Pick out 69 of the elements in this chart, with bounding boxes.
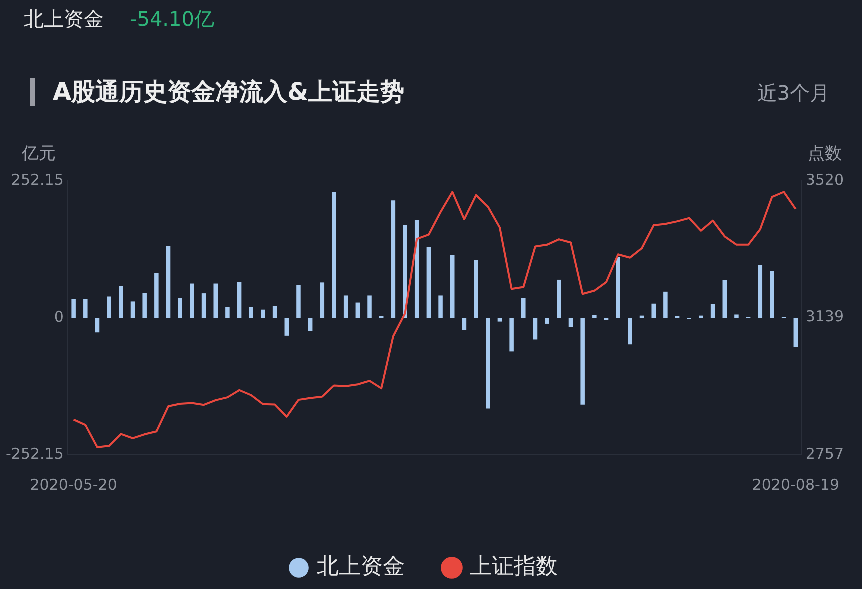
y2-tick-label: 2757 — [806, 444, 844, 463]
y2-tick-label: 3139 — [806, 308, 844, 326]
bar — [758, 265, 763, 318]
bar — [568, 318, 574, 328]
text: -54.10亿 — [130, 6, 214, 33]
bar — [533, 318, 538, 340]
x-tick-label: 2020-05-20 — [30, 476, 118, 494]
bar — [391, 200, 396, 318]
bar — [130, 302, 136, 318]
bar — [296, 285, 301, 318]
bar — [522, 298, 526, 318]
bar — [166, 246, 171, 318]
bar — [794, 318, 798, 348]
bar — [652, 304, 656, 318]
bar — [592, 315, 597, 318]
bar — [356, 302, 360, 318]
bar — [119, 286, 124, 318]
bar — [107, 296, 112, 318]
bar — [770, 271, 774, 318]
bar — [237, 282, 242, 318]
legend-label: 上证指数 — [470, 554, 558, 580]
bar — [545, 318, 550, 324]
bar — [84, 298, 88, 318]
bar — [178, 298, 182, 318]
legend-label: 北上资金 — [317, 554, 405, 580]
bar — [474, 260, 478, 318]
bar — [154, 273, 159, 318]
bar — [332, 192, 336, 318]
bar — [272, 306, 278, 318]
bar — [580, 318, 585, 405]
bar — [308, 318, 313, 332]
x-tick-label: 2020-08-19 — [752, 476, 840, 494]
bar — [95, 318, 100, 333]
y-tick-label: 252.15 — [11, 170, 64, 189]
y-axis-title: 亿元 — [22, 143, 56, 165]
bar — [344, 296, 348, 318]
bar — [628, 318, 632, 345]
bar — [284, 318, 290, 336]
chart-title: A股通历史资金净流入&上证走势 — [30, 78, 405, 106]
bar — [214, 284, 218, 318]
bar — [664, 292, 668, 318]
bar — [734, 314, 739, 318]
bar — [710, 304, 716, 318]
bar — [142, 293, 147, 318]
bar — [438, 296, 443, 318]
y-tick-label: 0 — [54, 308, 64, 326]
bar — [403, 225, 408, 318]
bar — [249, 307, 254, 318]
bar — [450, 254, 455, 318]
bar — [510, 318, 514, 352]
bar — [426, 247, 432, 318]
bar — [202, 294, 206, 318]
bar — [462, 318, 467, 330]
y2-tick-label: 3520 — [806, 170, 844, 189]
bar — [320, 282, 325, 318]
y-tick-label: -252.15 — [6, 444, 64, 463]
bar — [722, 280, 728, 318]
text: 近3个月 — [757, 80, 830, 107]
y2-axis-title: 点数 — [808, 143, 842, 165]
bar — [226, 307, 230, 318]
bar — [616, 257, 620, 318]
bar — [190, 284, 194, 318]
text: 北上资金 — [24, 6, 104, 33]
bar — [72, 300, 76, 318]
bar — [498, 318, 502, 322]
bar — [368, 296, 372, 318]
bar — [486, 318, 490, 409]
bar — [261, 310, 266, 318]
bar — [557, 280, 562, 318]
